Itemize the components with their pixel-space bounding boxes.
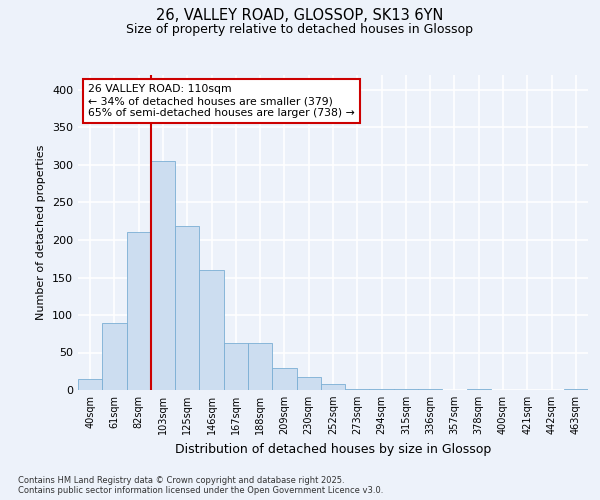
Bar	[564, 388, 588, 390]
X-axis label: Distribution of detached houses by size in Glossop: Distribution of detached houses by size …	[175, 442, 491, 456]
Bar	[175, 226, 199, 390]
Bar	[296, 376, 321, 390]
Text: Size of property relative to detached houses in Glossop: Size of property relative to detached ho…	[127, 22, 473, 36]
Bar	[102, 322, 127, 390]
Bar	[370, 388, 394, 390]
Bar	[151, 161, 175, 390]
Bar	[321, 384, 345, 390]
Bar	[78, 379, 102, 390]
Bar	[467, 388, 491, 390]
Text: 26 VALLEY ROAD: 110sqm
← 34% of detached houses are smaller (379)
65% of semi-de: 26 VALLEY ROAD: 110sqm ← 34% of detached…	[88, 84, 355, 117]
Bar	[224, 343, 248, 390]
Bar	[272, 368, 296, 390]
Text: Contains HM Land Registry data © Crown copyright and database right 2025.
Contai: Contains HM Land Registry data © Crown c…	[18, 476, 383, 495]
Bar	[345, 388, 370, 390]
Bar	[248, 343, 272, 390]
Y-axis label: Number of detached properties: Number of detached properties	[37, 145, 46, 320]
Bar	[394, 388, 418, 390]
Bar	[199, 270, 224, 390]
Bar	[418, 388, 442, 390]
Bar	[127, 232, 151, 390]
Text: 26, VALLEY ROAD, GLOSSOP, SK13 6YN: 26, VALLEY ROAD, GLOSSOP, SK13 6YN	[157, 8, 443, 22]
